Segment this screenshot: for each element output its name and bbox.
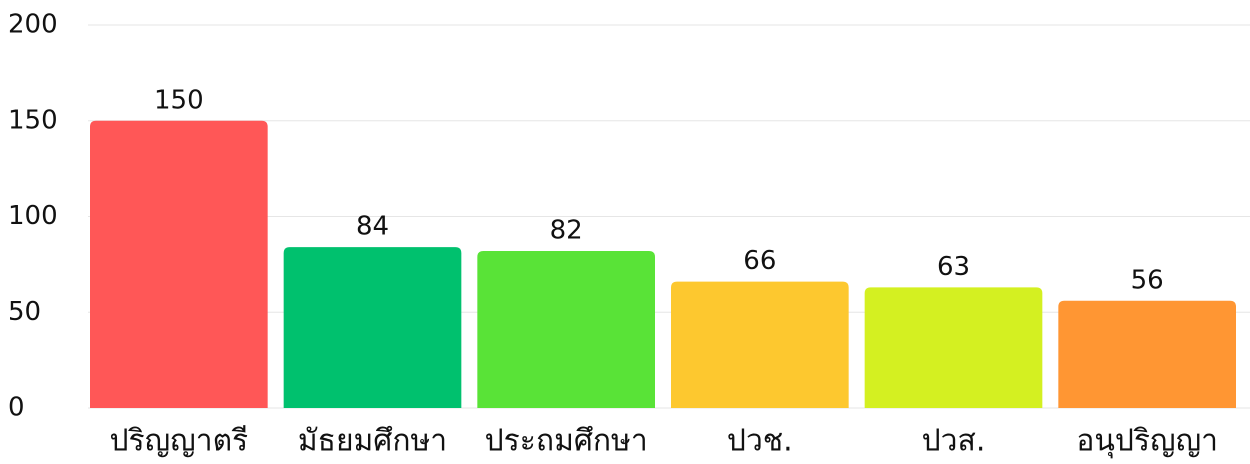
x-tick-label: มัธยมศึกษา <box>298 424 447 459</box>
x-tick-label: อนุปริญญา <box>1076 424 1218 460</box>
bar <box>671 281 849 408</box>
y-tick-label: 0 <box>8 393 25 423</box>
y-tick-label: 150 <box>8 105 58 135</box>
y-tick-label: 100 <box>8 201 58 231</box>
bar <box>864 287 1043 408</box>
bar <box>477 250 655 408</box>
bar <box>90 120 268 408</box>
value-label: 82 <box>550 215 583 245</box>
x-tick-label: ปริญญาตรี <box>109 424 248 459</box>
x-tick-label: ประถมศึกษา <box>485 424 648 459</box>
x-tick-label: ปวช. <box>727 424 793 459</box>
value-label: 150 <box>154 85 204 115</box>
value-label: 63 <box>937 252 970 282</box>
value-label: 66 <box>743 246 776 276</box>
y-tick-label: 50 <box>8 297 41 327</box>
y-tick-label: 200 <box>8 10 58 40</box>
x-tick-label: ปวส. <box>922 424 986 459</box>
bar <box>283 247 462 408</box>
value-label: 56 <box>1131 265 1164 295</box>
bar <box>1058 300 1236 408</box>
value-label: 84 <box>356 212 389 242</box>
